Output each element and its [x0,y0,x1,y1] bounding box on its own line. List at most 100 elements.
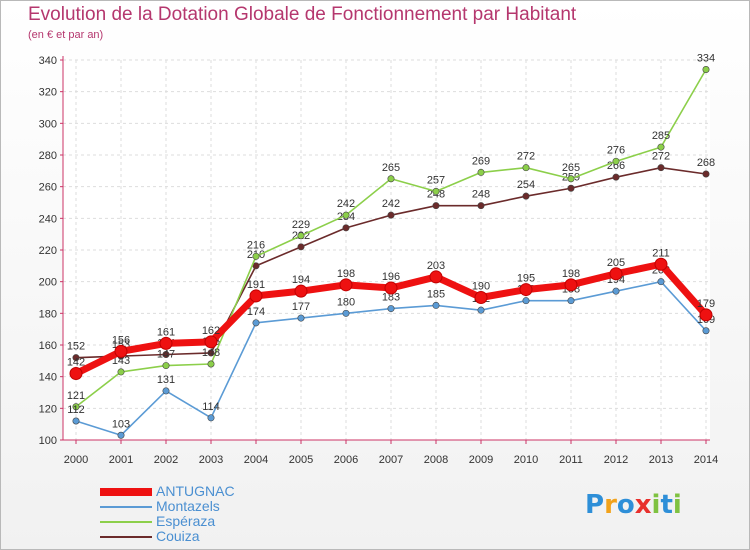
y-tick-label: 280 [39,150,57,162]
x-tick-label: 2005 [289,454,313,466]
legend-item-esperaza[interactable]: Espéraza [100,514,320,529]
series-antugnac-point [519,283,533,297]
x-tick-label: 2003 [199,454,223,466]
series-couiza-point [342,224,350,232]
series-espraza-data-label: 143 [112,355,130,367]
series-montazels-data-label: 177 [292,301,310,313]
y-tick-label: 340 [39,55,57,67]
series-montazels-data-label: 112 [67,404,85,416]
legend: ANTUGNAC Montazels Espéraza Couiza [100,484,320,544]
series-antugnac-data-label: 142 [67,357,85,369]
series-couiza-point [567,184,575,192]
series-montazels-data-label: 174 [247,306,265,318]
logo-letter: r [604,490,617,520]
series-espraza-data-label: 265 [562,162,580,174]
series-couiza-data-label: 268 [697,157,715,169]
series-antugnac-data-label: 191 [247,279,265,291]
legend-swatch-esperaza [100,520,152,523]
series-espraza-point [297,232,305,240]
series-couiza-data-label: 242 [382,198,400,210]
series-espraza-point [72,403,80,411]
legend-label: Montazels [156,498,220,514]
logo-letter: t [660,490,673,520]
series-espraza-point [162,362,170,370]
series-couiza-point [387,211,395,219]
series-antugnac-data-label: 156 [112,334,130,346]
series-couiza-point [702,170,710,178]
series-montazels-point [207,414,215,422]
series-montazels-point [567,297,575,305]
series-espraza-point [657,143,665,151]
series-montazels-point [252,319,260,327]
series-espraza-point [567,175,575,183]
series-antugnac-point [159,336,173,350]
x-tick-label: 2007 [379,454,403,466]
series-espraza-data-label: 121 [67,390,85,402]
series-espraza-point [522,164,530,172]
series-antugnac-data-label: 198 [337,268,355,280]
legend-swatch-montazels [100,505,152,508]
series-antugnac-point [249,289,263,303]
series-montazels-point [522,297,530,305]
series-espraza-point [432,187,440,195]
series-espraza-data-label: 148 [202,347,220,359]
legend-item-montazels[interactable]: Montazels [100,499,320,514]
x-tick-label: 2011 [559,454,583,466]
series-espraza-data-label: 272 [517,151,535,163]
x-tick-label: 2006 [334,454,358,466]
series-antugnac-data-label: 195 [517,273,535,285]
plot-area [63,60,710,440]
logo-letter: o [616,490,635,520]
series-montazels-data-label: 131 [157,374,175,386]
series-espraza-point [387,175,395,183]
series-antugnac-point [699,308,713,322]
y-tick-label: 300 [39,118,57,130]
series-antugnac-data-label: 190 [472,281,490,293]
legend-swatch-antugnac [100,487,152,496]
x-tick-label: 2002 [154,454,178,466]
series-couiza-point [657,164,665,172]
series-couiza-point [432,202,440,210]
legend-label: ANTUGNAC [156,483,235,499]
x-tick-label: 2012 [604,454,628,466]
series-couiza-point [297,243,305,251]
series-montazels-point [612,287,620,295]
series-montazels-data-label: 114 [202,401,220,413]
series-antugnac-data-label: 211 [652,247,670,259]
series-espraza-data-label: 229 [292,219,310,231]
x-tick-label: 2013 [649,454,673,466]
series-couiza-point [522,192,530,200]
series-antugnac-data-label: 194 [292,274,310,286]
series-antugnac-point [204,335,218,349]
x-tick-label: 2009 [469,454,493,466]
series-antugnac-data-label: 162 [202,325,220,337]
series-couiza-point [612,173,620,181]
series-espraza-point [342,211,350,219]
y-tick-label: 200 [39,277,57,289]
y-tick-label: 100 [39,435,57,447]
legend-item-couiza[interactable]: Couiza [100,529,320,544]
y-tick-label: 120 [39,403,57,415]
series-antugnac-point [564,278,578,292]
series-montazels-point [117,431,125,439]
series-espraza-point [252,252,260,260]
legend-item-antugnac[interactable]: ANTUGNAC [100,484,320,499]
y-tick-label: 220 [39,245,57,257]
series-espraza-data-label: 257 [427,174,445,186]
series-montazels-data-label: 183 [382,292,400,304]
series-montazels-point [387,305,395,313]
series-espraza-data-label: 276 [607,144,625,156]
series-antugnac-data-label: 161 [157,326,175,338]
x-tick-label: 2008 [424,454,448,466]
chart-title: Evolution de la Dotation Globale de Fonc… [28,4,577,25]
series-couiza-point [207,349,215,357]
series-espraza-point [207,360,215,368]
logo-letter: i [672,490,682,520]
series-montazels-data-label: 185 [427,288,445,300]
y-tick-label: 240 [39,213,57,225]
series-montazels-point [702,327,710,335]
series-antugnac-data-label: 196 [382,271,400,283]
series-antugnac-data-label: 205 [607,257,625,269]
series-espraza-point [477,168,485,176]
